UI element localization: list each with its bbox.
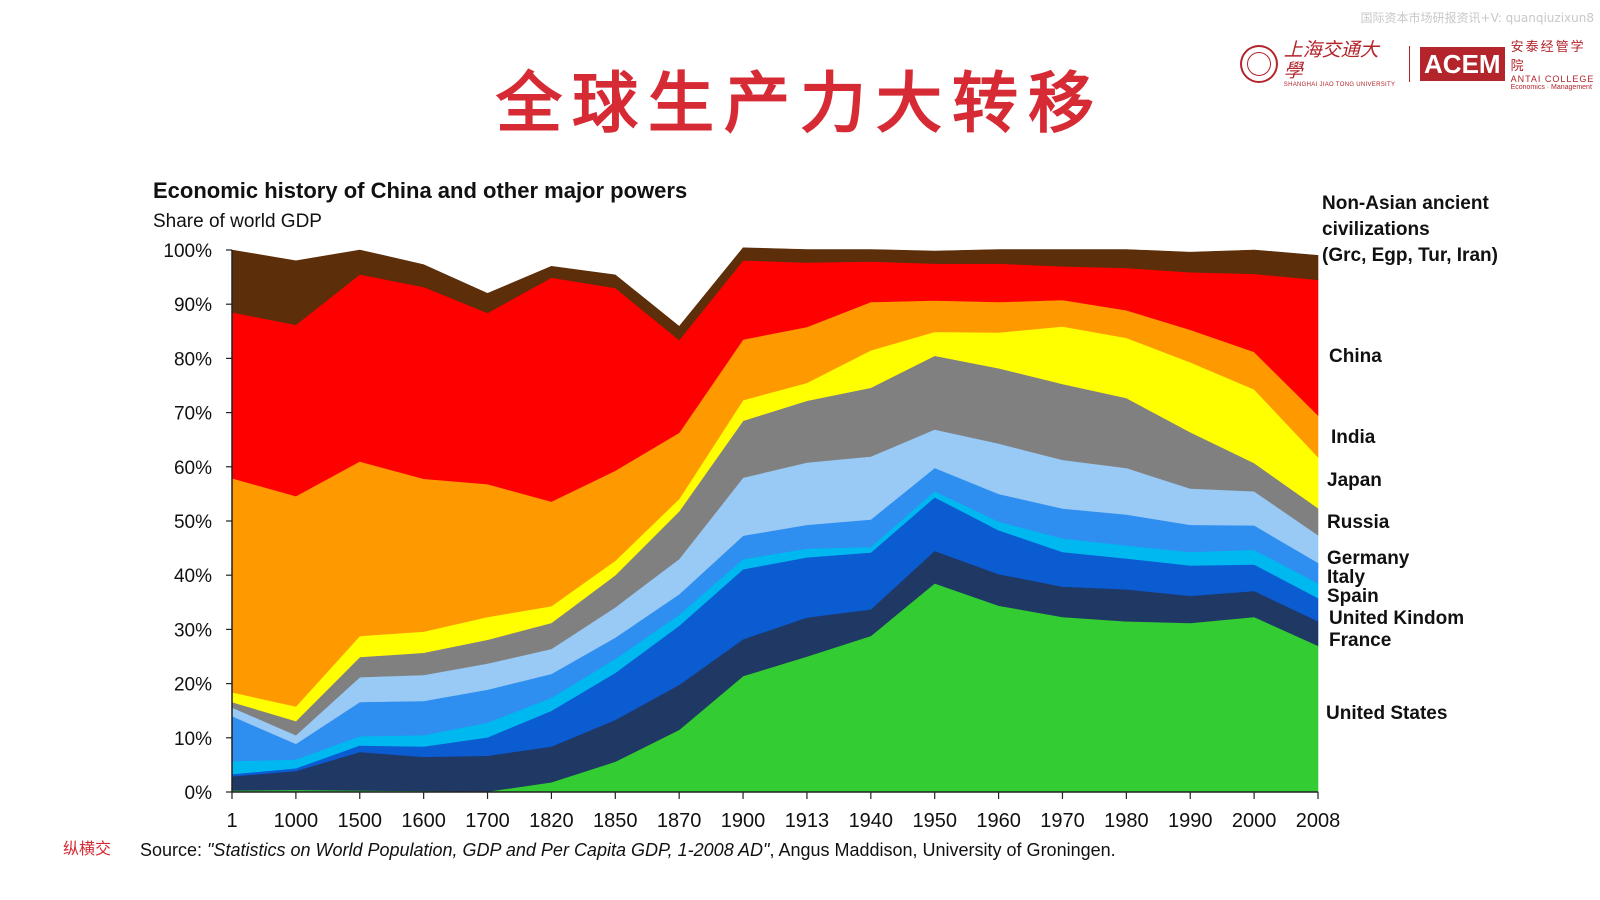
x-tick-label: 1 (226, 810, 237, 832)
x-tick-label: 1700 (465, 810, 510, 832)
institution-logos: 上海交通大學 SHANGHAI JIAO TONG UNIVERSITY ACE… (1240, 36, 1600, 91)
area-layers (231, 247, 1319, 793)
sjtu-logo: 上海交通大學 SHANGHAI JIAO TONG UNIVERSITY (1283, 38, 1397, 88)
label-japan: Japan (1327, 470, 1382, 491)
acem-logo-mark: ACEM (1420, 46, 1505, 81)
chart-source: Source: "Statistics on World Population,… (140, 840, 1116, 860)
watermark-text: 国际资本市场研报资讯+V: quanqiuzixun8 (1360, 11, 1594, 25)
page-title: 全球生产力大转移 (496, 64, 1104, 142)
x-tick-label: 2000 (1232, 810, 1277, 832)
y-tick-label: 100% (163, 241, 212, 262)
label-russia: Russia (1327, 512, 1390, 533)
y-tick-label: 50% (174, 512, 212, 533)
label-spain: Spain (1327, 586, 1379, 607)
source-title: "Statistics on World Population, GDP and… (207, 840, 771, 860)
label-india: India (1331, 427, 1376, 448)
label-us: United States (1326, 703, 1447, 724)
x-tick-label: 1990 (1168, 810, 1213, 832)
label-germany: Germany (1327, 548, 1410, 569)
label-ancient: Non-Asian ancient (1322, 193, 1489, 214)
source-prefix: Source: (140, 840, 207, 860)
x-tick-label: 1850 (593, 810, 638, 832)
label-italy: Italy (1327, 567, 1365, 588)
acem-logo-en: ANTAI COLLEGE (1510, 74, 1595, 84)
y-tick-label: 20% (174, 675, 212, 696)
y-tick-label: 90% (174, 295, 212, 316)
y-tick-label: 0% (185, 783, 213, 804)
y-tick-label: 40% (174, 566, 212, 587)
series-labels: Non-Asian ancient civilizations (Grc, Egp,… (1322, 193, 1498, 724)
sjtu-logo-en: SHANGHAI JIAO TONG UNIVERSITY (1283, 81, 1396, 88)
sjtu-logo-cn: 上海交通大學 (1283, 38, 1379, 82)
y-tick-label: 60% (174, 458, 212, 479)
x-tick-label: 2008 (1296, 810, 1341, 832)
x-tick-label: 1940 (849, 810, 894, 832)
y-tick-label: 80% (174, 349, 212, 370)
side-caption: 纵横交 (63, 839, 112, 858)
y-tick-label: 70% (174, 404, 212, 425)
logo-divider (1409, 45, 1411, 82)
label-china: China (1329, 346, 1382, 367)
x-tick-label: 1980 (1104, 810, 1149, 832)
x-tick-label: 1970 (1040, 810, 1085, 832)
x-tick-label: 1960 (976, 810, 1021, 832)
label-uk: United Kindom (1329, 608, 1464, 629)
x-axis-ticks: 1 1000 1500 1600 1700 1820 1850 1870 1900 1913 194… (226, 792, 1340, 832)
label-ancient: civilizations (1322, 219, 1430, 240)
y-tick-label: 30% (174, 620, 212, 641)
chart-subtitle: Share of world GDP (153, 211, 322, 232)
x-tick-label: 1500 (338, 810, 383, 832)
x-tick-label: 1950 (912, 810, 957, 832)
x-tick-label: 1820 (529, 810, 574, 832)
y-axis-ticks: 0% 10% 20% 30% 40% 50% 60% 70% 80% 90% 100% (163, 241, 232, 804)
x-tick-label: 1870 (657, 810, 702, 832)
label-ancient: (Grc, Egp, Tur, Iran) (1322, 245, 1498, 266)
source-author: , Angus Maddison, University of Groninge… (769, 840, 1115, 860)
area-ancient (231, 247, 1319, 341)
x-tick-label: 1913 (785, 810, 830, 832)
x-tick-label: 1900 (721, 810, 766, 832)
acem-logo-cn: 安泰经管学院 (1510, 39, 1586, 73)
x-tick-label: 1600 (401, 810, 446, 832)
acem-logo-sub: Economics · Management (1510, 84, 1592, 91)
x-tick-label: 1000 (274, 810, 319, 832)
y-tick-label: 10% (174, 729, 212, 750)
acem-logo: 安泰经管学院 ANTAI COLLEGE Economics · Managem… (1511, 36, 1600, 91)
sjtu-seal-icon (1240, 44, 1278, 83)
label-france: France (1329, 630, 1391, 651)
chart-title: Economic history of China and other majo… (153, 178, 687, 203)
